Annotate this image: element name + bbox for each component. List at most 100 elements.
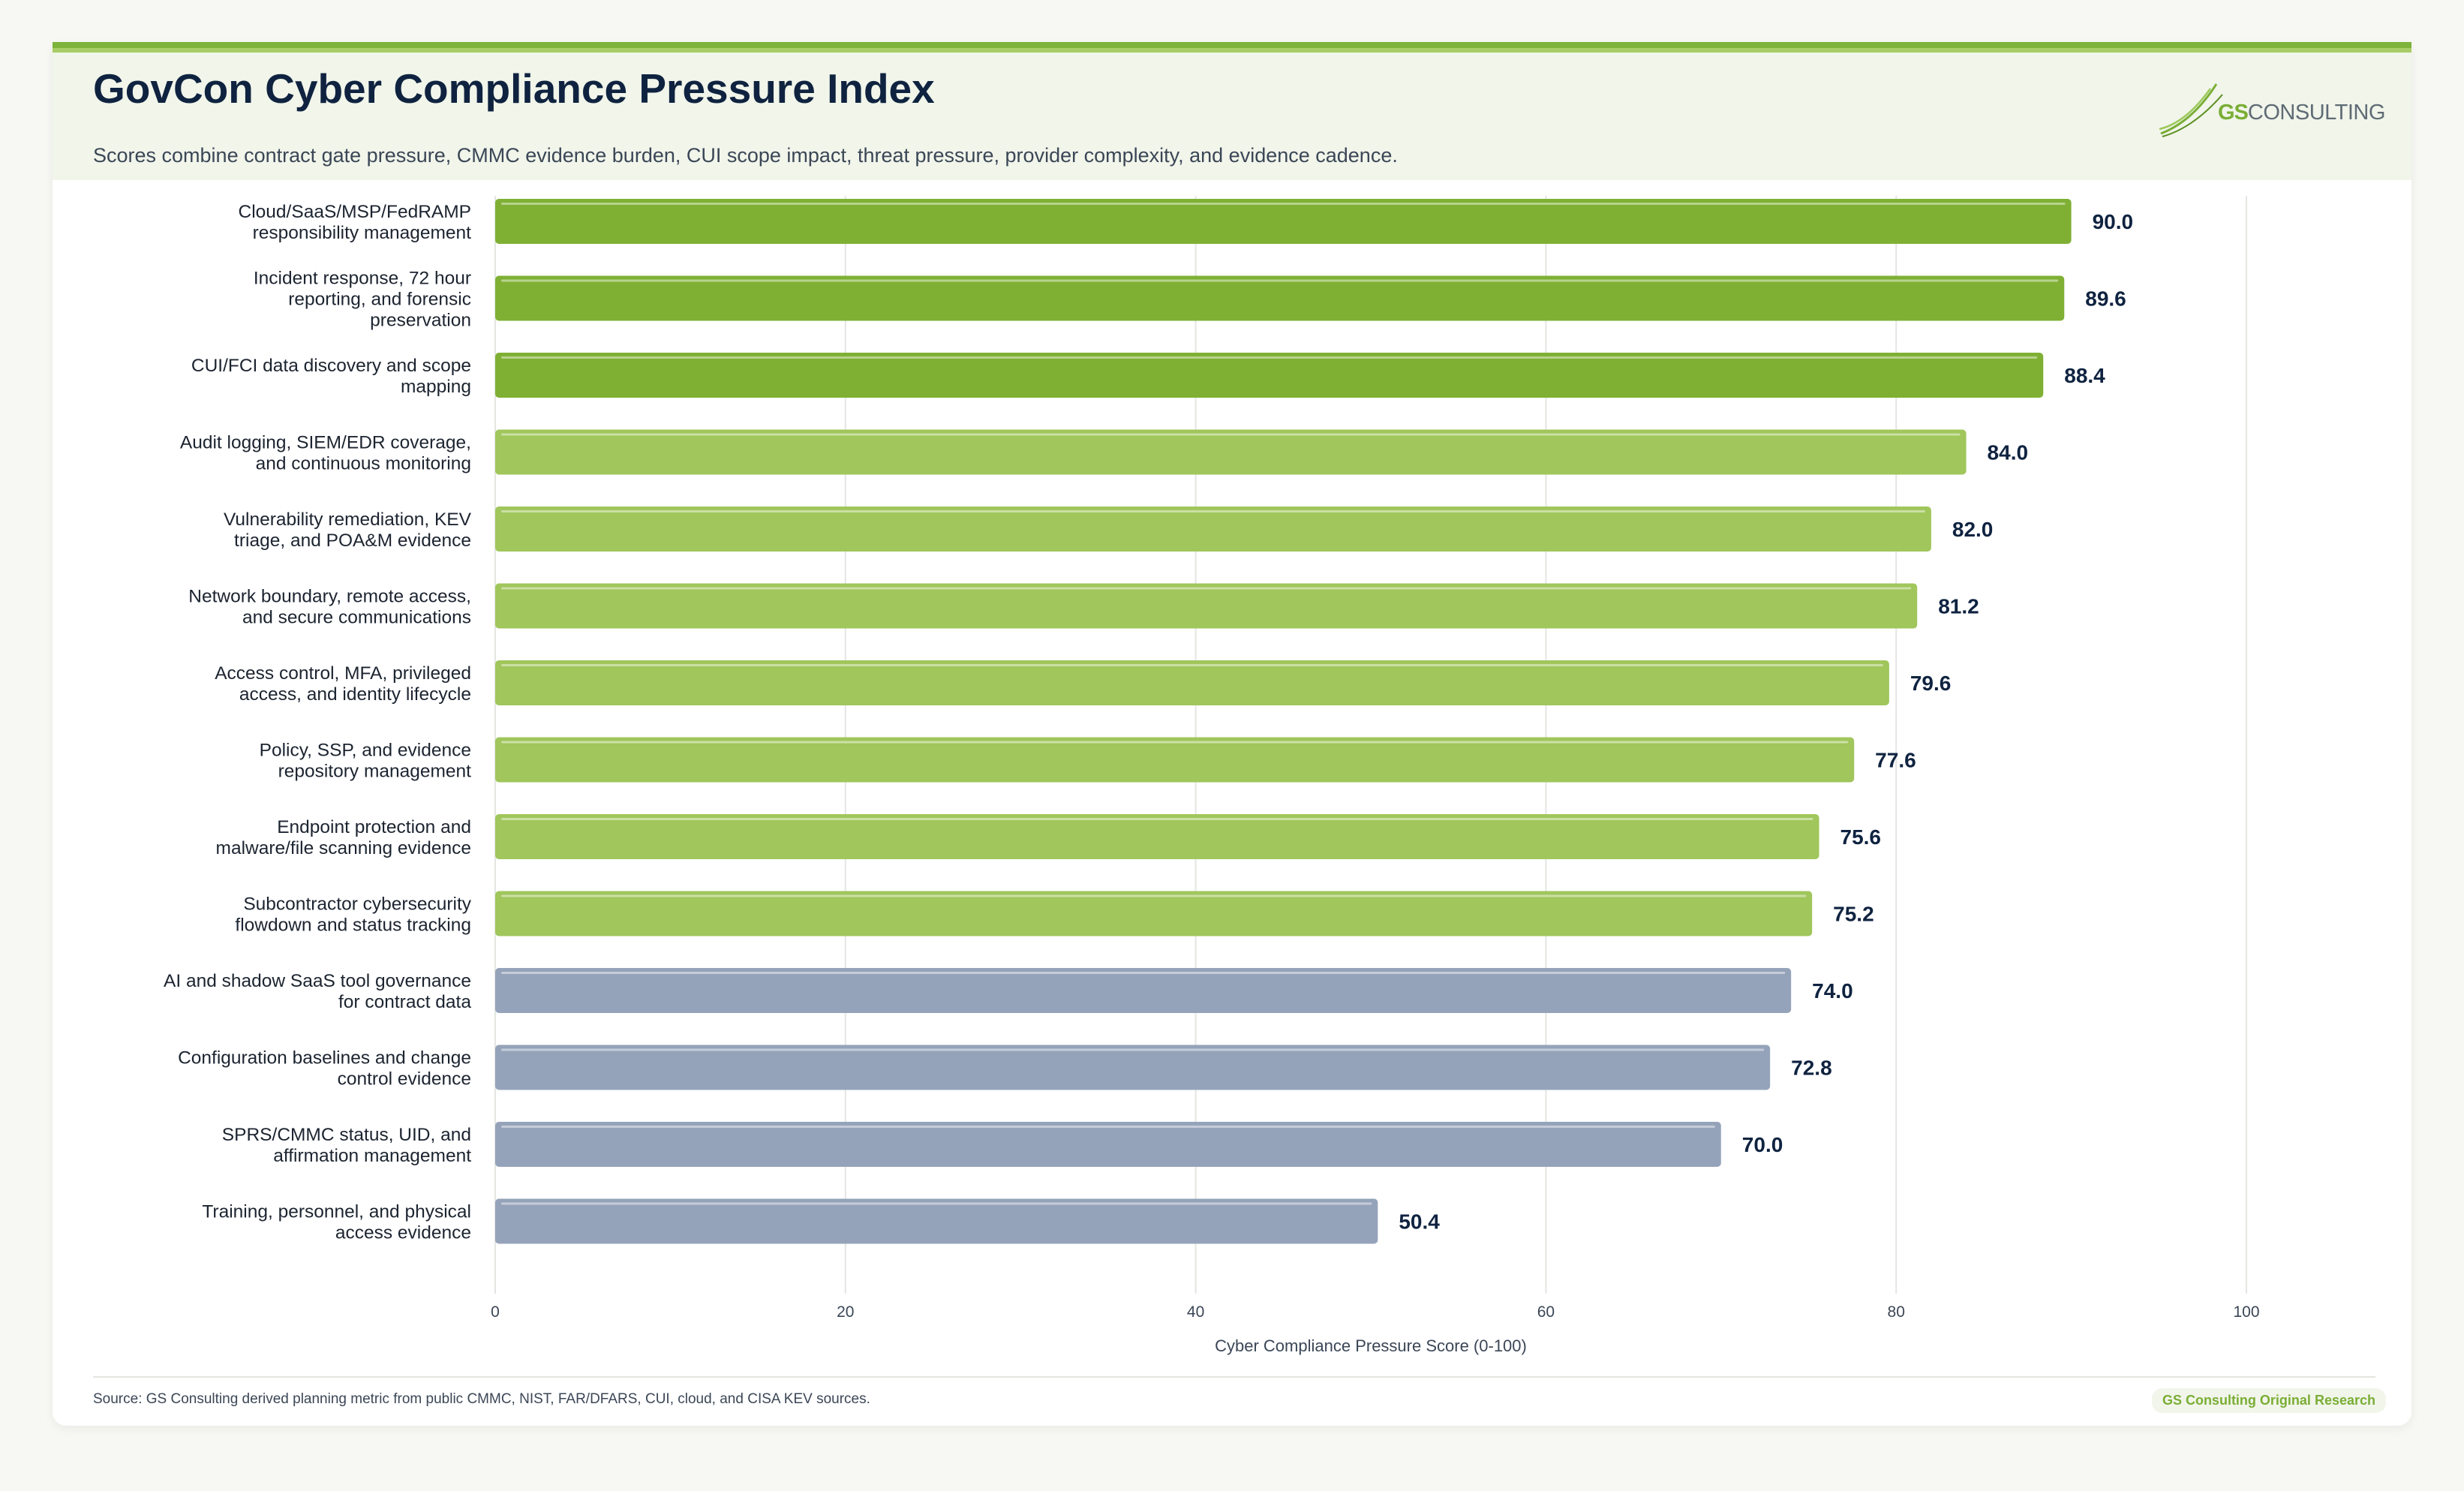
bar (495, 507, 1931, 552)
bar (495, 1198, 1378, 1244)
x-tick-label: 60 (1537, 1303, 1555, 1321)
bar-highlight (501, 894, 1807, 897)
bar-highlight (501, 664, 1883, 666)
category-label-line: Training, personnel, and physical (202, 1202, 471, 1222)
bar-highlight (501, 741, 1849, 744)
bar-highlight (501, 972, 1786, 974)
bar (495, 737, 1855, 783)
category-label: CUI/FCI data discovery and scope mapping (191, 356, 471, 397)
bar-highlight (501, 1126, 1715, 1128)
category-label-line: Audit logging, SIEM/EDR coverage, (180, 433, 471, 453)
bar-highlight (501, 203, 2066, 205)
category-label-line: control evidence (338, 1069, 471, 1090)
category-label-line: Incident response, 72 hour (254, 269, 471, 289)
x-tick-label: 20 (837, 1303, 854, 1321)
category-label-line: Vulnerability remediation, KEV (224, 510, 472, 530)
chart-title: GovCon Cyber Compliance Pressure Index (93, 65, 935, 112)
category-label: SPRS/CMMC status, UID, and affirmation ma… (222, 1125, 471, 1166)
data-label: 79.6 (1910, 672, 1952, 695)
logo-gs: GS (2218, 101, 2249, 125)
bar (495, 968, 1792, 1013)
x-tick-label: 100 (2233, 1303, 2259, 1321)
category-label-line: Policy, SSP, and evidence (260, 741, 471, 761)
bar-highlight (501, 279, 2059, 282)
category-label-line: access, and identity lifecycle (239, 684, 471, 705)
category-label: Network boundary, remote access, and secu… (188, 587, 471, 628)
bar (495, 353, 2044, 398)
category-label-line: CUI/FCI data discovery and scope (191, 356, 471, 376)
bar (495, 429, 1967, 475)
data-label: 89.6 (2085, 287, 2126, 311)
category-label-line: Subcontractor cybersecurity (243, 894, 471, 915)
bar (495, 660, 1889, 705)
footer-divider (93, 1376, 2375, 1378)
data-label: 90.0 (2093, 210, 2134, 233)
category-label-line: reporting, and forensic (288, 290, 471, 310)
bar-highlight (501, 433, 1961, 436)
source-note: Source: GS Consulting derived planning m… (93, 1391, 870, 1407)
bar-highlight (501, 818, 1813, 820)
category-label-line: Network boundary, remote access, (188, 587, 471, 607)
x-tick-label: 40 (1187, 1303, 1204, 1321)
data-label: 81.2 (1938, 595, 1979, 618)
data-label: 84.0 (1988, 441, 2029, 464)
logo-wordmark: GSCONSULTING (2218, 101, 2385, 125)
header-band: GovCon Cyber Compliance Pressure Index S… (53, 53, 2411, 180)
x-axis-title: Cyber Compliance Pressure Score (0-100) (1215, 1336, 1527, 1355)
data-label: 75.6 (1840, 825, 1882, 849)
x-tick-label: 80 (1888, 1303, 1905, 1321)
bar-highlight (501, 587, 1912, 590)
x-tick-label: 0 (491, 1303, 500, 1321)
category-label-line: mapping (401, 377, 471, 397)
category-label-line: repository management (278, 762, 472, 782)
data-label: 70.0 (1742, 1133, 1783, 1156)
bar-chart: 0 20 40 60 80 100 Cyber Compliance Pressure Sc… (164, 196, 2260, 1355)
category-label-line: SPRS/CMMC status, UID, and (222, 1125, 471, 1145)
category-label-line: and secure communications (242, 608, 471, 628)
category-label: Audit logging, SIEM/EDR coverage, and con… (180, 433, 471, 474)
data-label: 50.4 (1399, 1210, 1440, 1234)
data-label: 74.0 (1812, 979, 1853, 1003)
data-label: 88.4 (2064, 364, 2105, 387)
accent-stripe (53, 42, 2411, 53)
category-label-line: Access control, MFA, privileged (215, 663, 471, 684)
category-label: Endpoint protection and malware/file scan… (216, 817, 471, 858)
category-label-line: responsibility management (253, 223, 472, 243)
bar (495, 275, 2065, 321)
category-label-line: for contract data (338, 992, 471, 1012)
category-label: Cloud/SaaS/MSP/FedRAMP responsibility man… (239, 202, 472, 243)
bar (495, 1122, 1721, 1167)
data-label: 75.2 (1833, 903, 1874, 926)
category-label-line: triage, and POA&M evidence (234, 531, 471, 551)
category-label: Access control, MFA, privileged access, a… (215, 663, 471, 705)
category-label: Training, personnel, and physical access … (202, 1202, 471, 1243)
data-label: 82.0 (1952, 518, 1994, 541)
gs-consulting-logo: GSCONSULTING (2158, 75, 2385, 150)
category-label-line: flowdown and status tracking (235, 915, 471, 936)
category-label: AI and shadow SaaS tool governance for co… (164, 971, 471, 1012)
logo-swoosh-icon (2159, 83, 2223, 137)
bar (495, 1045, 1771, 1090)
category-label-line: and continuous monitoring (256, 454, 471, 474)
bar (495, 891, 1813, 936)
bar (495, 814, 1819, 859)
category-label: Vulnerability remediation, KEV triage, an… (224, 510, 472, 551)
category-label-line: access evidence (335, 1223, 471, 1243)
category-label: Subcontractor cybersecurity flowdown and … (235, 894, 471, 936)
category-label-line: Endpoint protection and (277, 817, 471, 837)
category-label-line: preservation (370, 311, 471, 331)
chart-subtitle: Scores combine contract gate pressure, C… (93, 144, 1398, 167)
category-label-line: affirmation management (273, 1146, 471, 1166)
logo-consulting: CONSULTING (2247, 101, 2385, 125)
data-label: 77.6 (1875, 749, 1916, 772)
bar (495, 583, 1918, 629)
category-label-line: malware/file scanning evidence (216, 838, 471, 858)
bar-highlight (501, 510, 1925, 513)
bar (495, 199, 2072, 244)
research-badge: GS Consulting Original Research (2151, 1388, 2386, 1413)
data-label: 72.8 (1791, 1057, 1832, 1080)
bar-highlight (501, 1202, 1372, 1205)
chart-card: GovCon Cyber Compliance Pressure Index S… (53, 42, 2411, 1426)
bar-highlight (501, 1048, 1765, 1051)
category-label-line: AI and shadow SaaS tool governance (164, 971, 471, 991)
